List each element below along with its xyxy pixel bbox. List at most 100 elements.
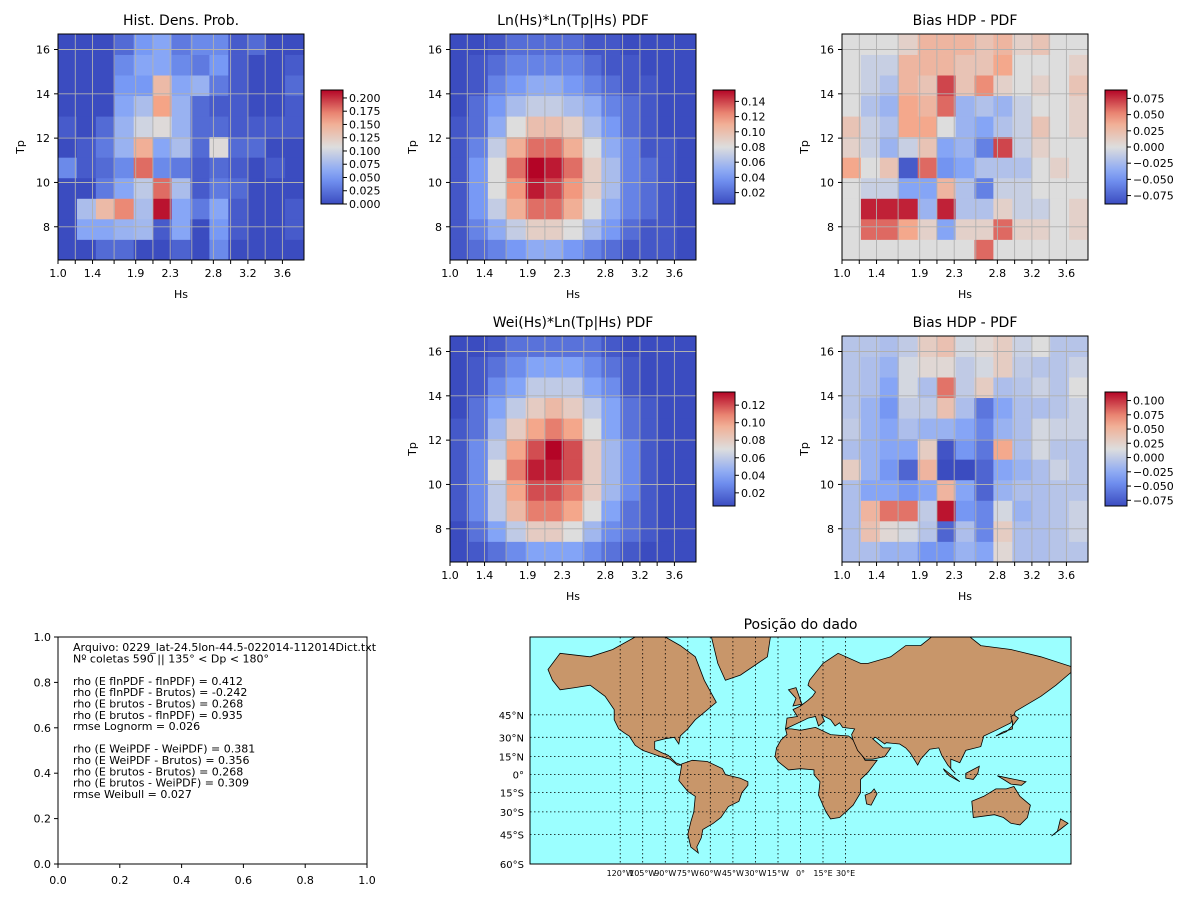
- heatmap-cell: [487, 336, 508, 357]
- heatmap-cell: [993, 116, 1013, 138]
- heatmap-cell: [898, 198, 919, 220]
- landmass: [942, 768, 961, 783]
- heatmap-cell: [487, 34, 508, 55]
- heatmap-cell: [955, 541, 975, 562]
- x-tick-label: 2.8: [205, 267, 223, 280]
- colorbar-tick-label: −0.075: [1133, 190, 1174, 203]
- heatmap-cell: [450, 95, 470, 117]
- heatmap-cell: [601, 177, 621, 199]
- heatmap-cell: [468, 377, 489, 399]
- heatmap-cell: [487, 157, 508, 179]
- heatmap-cell: [468, 75, 489, 97]
- heatmap-cell: [506, 479, 527, 501]
- heatmap-cell: [898, 459, 919, 481]
- heatmap-cell: [1069, 157, 1088, 179]
- heatmap-cell: [955, 438, 975, 460]
- heatmap-cell: [171, 198, 191, 220]
- heatmap-cell: [1031, 116, 1051, 138]
- heatmap-cell: [917, 520, 938, 542]
- y-tick-label: 16: [820, 346, 834, 359]
- heatmap-cell: [487, 520, 508, 542]
- heatmap-cell: [917, 116, 938, 138]
- heatmap-cell: [1050, 136, 1070, 158]
- x-tick-label: 2.3: [945, 569, 963, 582]
- heatmap-cell: [487, 438, 508, 460]
- heatmap-cell: [974, 198, 994, 220]
- heatmap-cell: [468, 418, 489, 440]
- heatmap-cell: [133, 218, 154, 240]
- heatmap-cell: [152, 177, 172, 199]
- heatmap-cell: [1012, 541, 1032, 562]
- heatmap-cell: [58, 218, 78, 240]
- heatmap-cell: [525, 541, 546, 562]
- heatmap-cell: [993, 218, 1013, 240]
- colorbar: [320, 89, 344, 205]
- heatmap-cell: [842, 177, 862, 199]
- heatmap-cell: [677, 136, 696, 158]
- heatmap-cell: [860, 157, 881, 179]
- heatmap-cell: [936, 541, 956, 562]
- heatmap-cell: [95, 218, 116, 240]
- heatmap-cell: [450, 356, 470, 378]
- heatmap-cell: [525, 95, 546, 117]
- heatmap-cell: [955, 520, 975, 542]
- heatmap-cell: [209, 54, 229, 76]
- colorbar-tick-label: 0.10: [741, 126, 766, 139]
- heatmap-cell: [658, 520, 678, 542]
- latitude-label: 30°N: [499, 733, 524, 744]
- heatmap-cell: [247, 34, 267, 55]
- heatmap-cell: [76, 177, 97, 199]
- heatmap-cell: [247, 198, 267, 220]
- heatmap-cell: [658, 438, 678, 460]
- heatmap-cell: [209, 198, 229, 220]
- heatmap-cell: [133, 116, 154, 138]
- heatmap-cell: [506, 520, 527, 542]
- heatmap-cell: [898, 136, 919, 158]
- stats-line: rho (E WeiPDF - WeiPDF) = 0.381: [73, 743, 255, 756]
- heatmap-cell: [76, 116, 97, 138]
- heatmap-cells: [58, 34, 304, 260]
- heatmap-cell: [620, 500, 640, 522]
- chart-title: Hist. Dens. Prob.: [123, 13, 239, 29]
- x-tick-label: 0.4: [173, 874, 191, 887]
- heatmap-cell: [955, 177, 975, 199]
- landmass: [547, 637, 717, 766]
- heatmap-cell: [544, 116, 564, 138]
- y-axis-label: Tp: [798, 442, 811, 457]
- heatmap-cell: [506, 459, 527, 481]
- heatmap-cell: [582, 397, 602, 419]
- landmass: [785, 637, 1071, 774]
- colorbar-tick-label: 0.150: [349, 118, 381, 131]
- heatmap-cell: [285, 136, 304, 158]
- heatmap-cell: [936, 520, 956, 542]
- heatmap-cell: [879, 239, 900, 260]
- heatmap-cell: [677, 54, 696, 76]
- heatmap-cell: [898, 479, 919, 501]
- heatmap-cell: [639, 500, 659, 522]
- heatmap-cell: [468, 95, 489, 117]
- heatmap-cell: [468, 239, 489, 260]
- heatmap-cell: [974, 438, 994, 460]
- heatmap-cell: [582, 336, 602, 357]
- heatmap-cell: [879, 479, 900, 501]
- heatmap-cell: [955, 218, 975, 240]
- heatmap-cell: [860, 177, 881, 199]
- heatmap-cell: [76, 95, 97, 117]
- heatmap-cell: [506, 239, 527, 260]
- heatmap-cell: [58, 136, 78, 158]
- heatmap-cell: [936, 377, 956, 399]
- x-tick-label: 1.4: [868, 569, 886, 582]
- heatmap-cell: [1031, 239, 1051, 260]
- x-tick-label: 3.2: [239, 267, 257, 280]
- plot-frame: [57, 33, 305, 261]
- heatmap-cell: [114, 95, 135, 117]
- heatmap-cell: [544, 418, 564, 440]
- heatmap-cell: [468, 177, 489, 199]
- heatmap-cell: [936, 34, 956, 55]
- heatmap-cell: [620, 54, 640, 76]
- heatmap-cell: [544, 34, 564, 55]
- heatmap-cell: [544, 136, 564, 158]
- heatmap-cell: [917, 377, 938, 399]
- heatmap-cell: [601, 75, 621, 97]
- heatmap-cell: [58, 177, 78, 199]
